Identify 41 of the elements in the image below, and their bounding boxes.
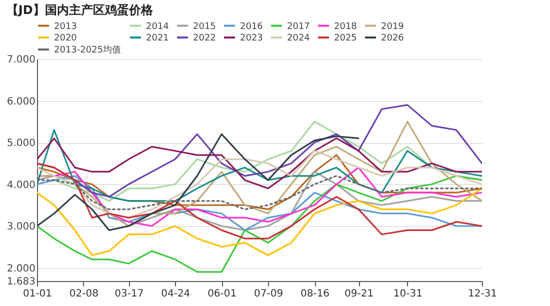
legend-label: 2023 [240,34,263,44]
x-tick-label: 07-09 [254,288,284,300]
line-series [37,162,482,240]
x-tick-label: 03-17 [114,288,144,300]
y-tick-label: 6.000 [6,96,36,108]
legend-label: 2019 [381,22,404,32]
legend-label: 2026 [381,34,404,44]
y-tick-label: 7.000 [6,54,36,66]
x-tick-label: 08-16 [300,288,330,300]
legend-label: 2013 [54,22,77,32]
line-series [37,120,482,227]
legend-label: 2020 [54,34,78,44]
x-tick-label: 09-21 [344,288,374,300]
y-tick-label: 2.000 [6,263,36,274]
legend-label: 2014 [146,22,170,32]
line-series [37,188,482,256]
x-tick-label: 12-31 [468,288,498,300]
x-tick-label: 06-01 [208,288,237,300]
legend-label: 2016 [240,22,264,32]
x-tick-label: 02-08 [69,288,98,300]
y-tick-label: 5.000 [6,138,36,150]
legend-label: 2022 [193,34,216,44]
line-series [37,175,482,273]
legend-label: 2025 [334,34,357,44]
legend-label: 2018 [334,22,358,32]
x-tick-label: 04-24 [161,288,190,300]
line-series [37,133,360,231]
y-tick-label: 4.000 [6,180,36,191]
chart-title: 【JD】国内主产区鸡蛋价格 [6,3,154,17]
y-tick-label: 3.000 [6,222,36,233]
legend-label: 2024 [287,34,310,44]
legend-label: 2021 [146,34,169,44]
legend-label: 2013-2025均值 [54,44,122,56]
line-series [37,175,482,210]
line-series [37,138,482,190]
y-tick-label: 1.683 [6,276,36,288]
x-tick-label: 01-01 [22,288,52,300]
legend-label: 2017 [287,22,310,32]
x-tick-label: 10-31 [393,288,422,300]
legend-label: 2015 [193,22,216,32]
line-series [37,150,482,218]
